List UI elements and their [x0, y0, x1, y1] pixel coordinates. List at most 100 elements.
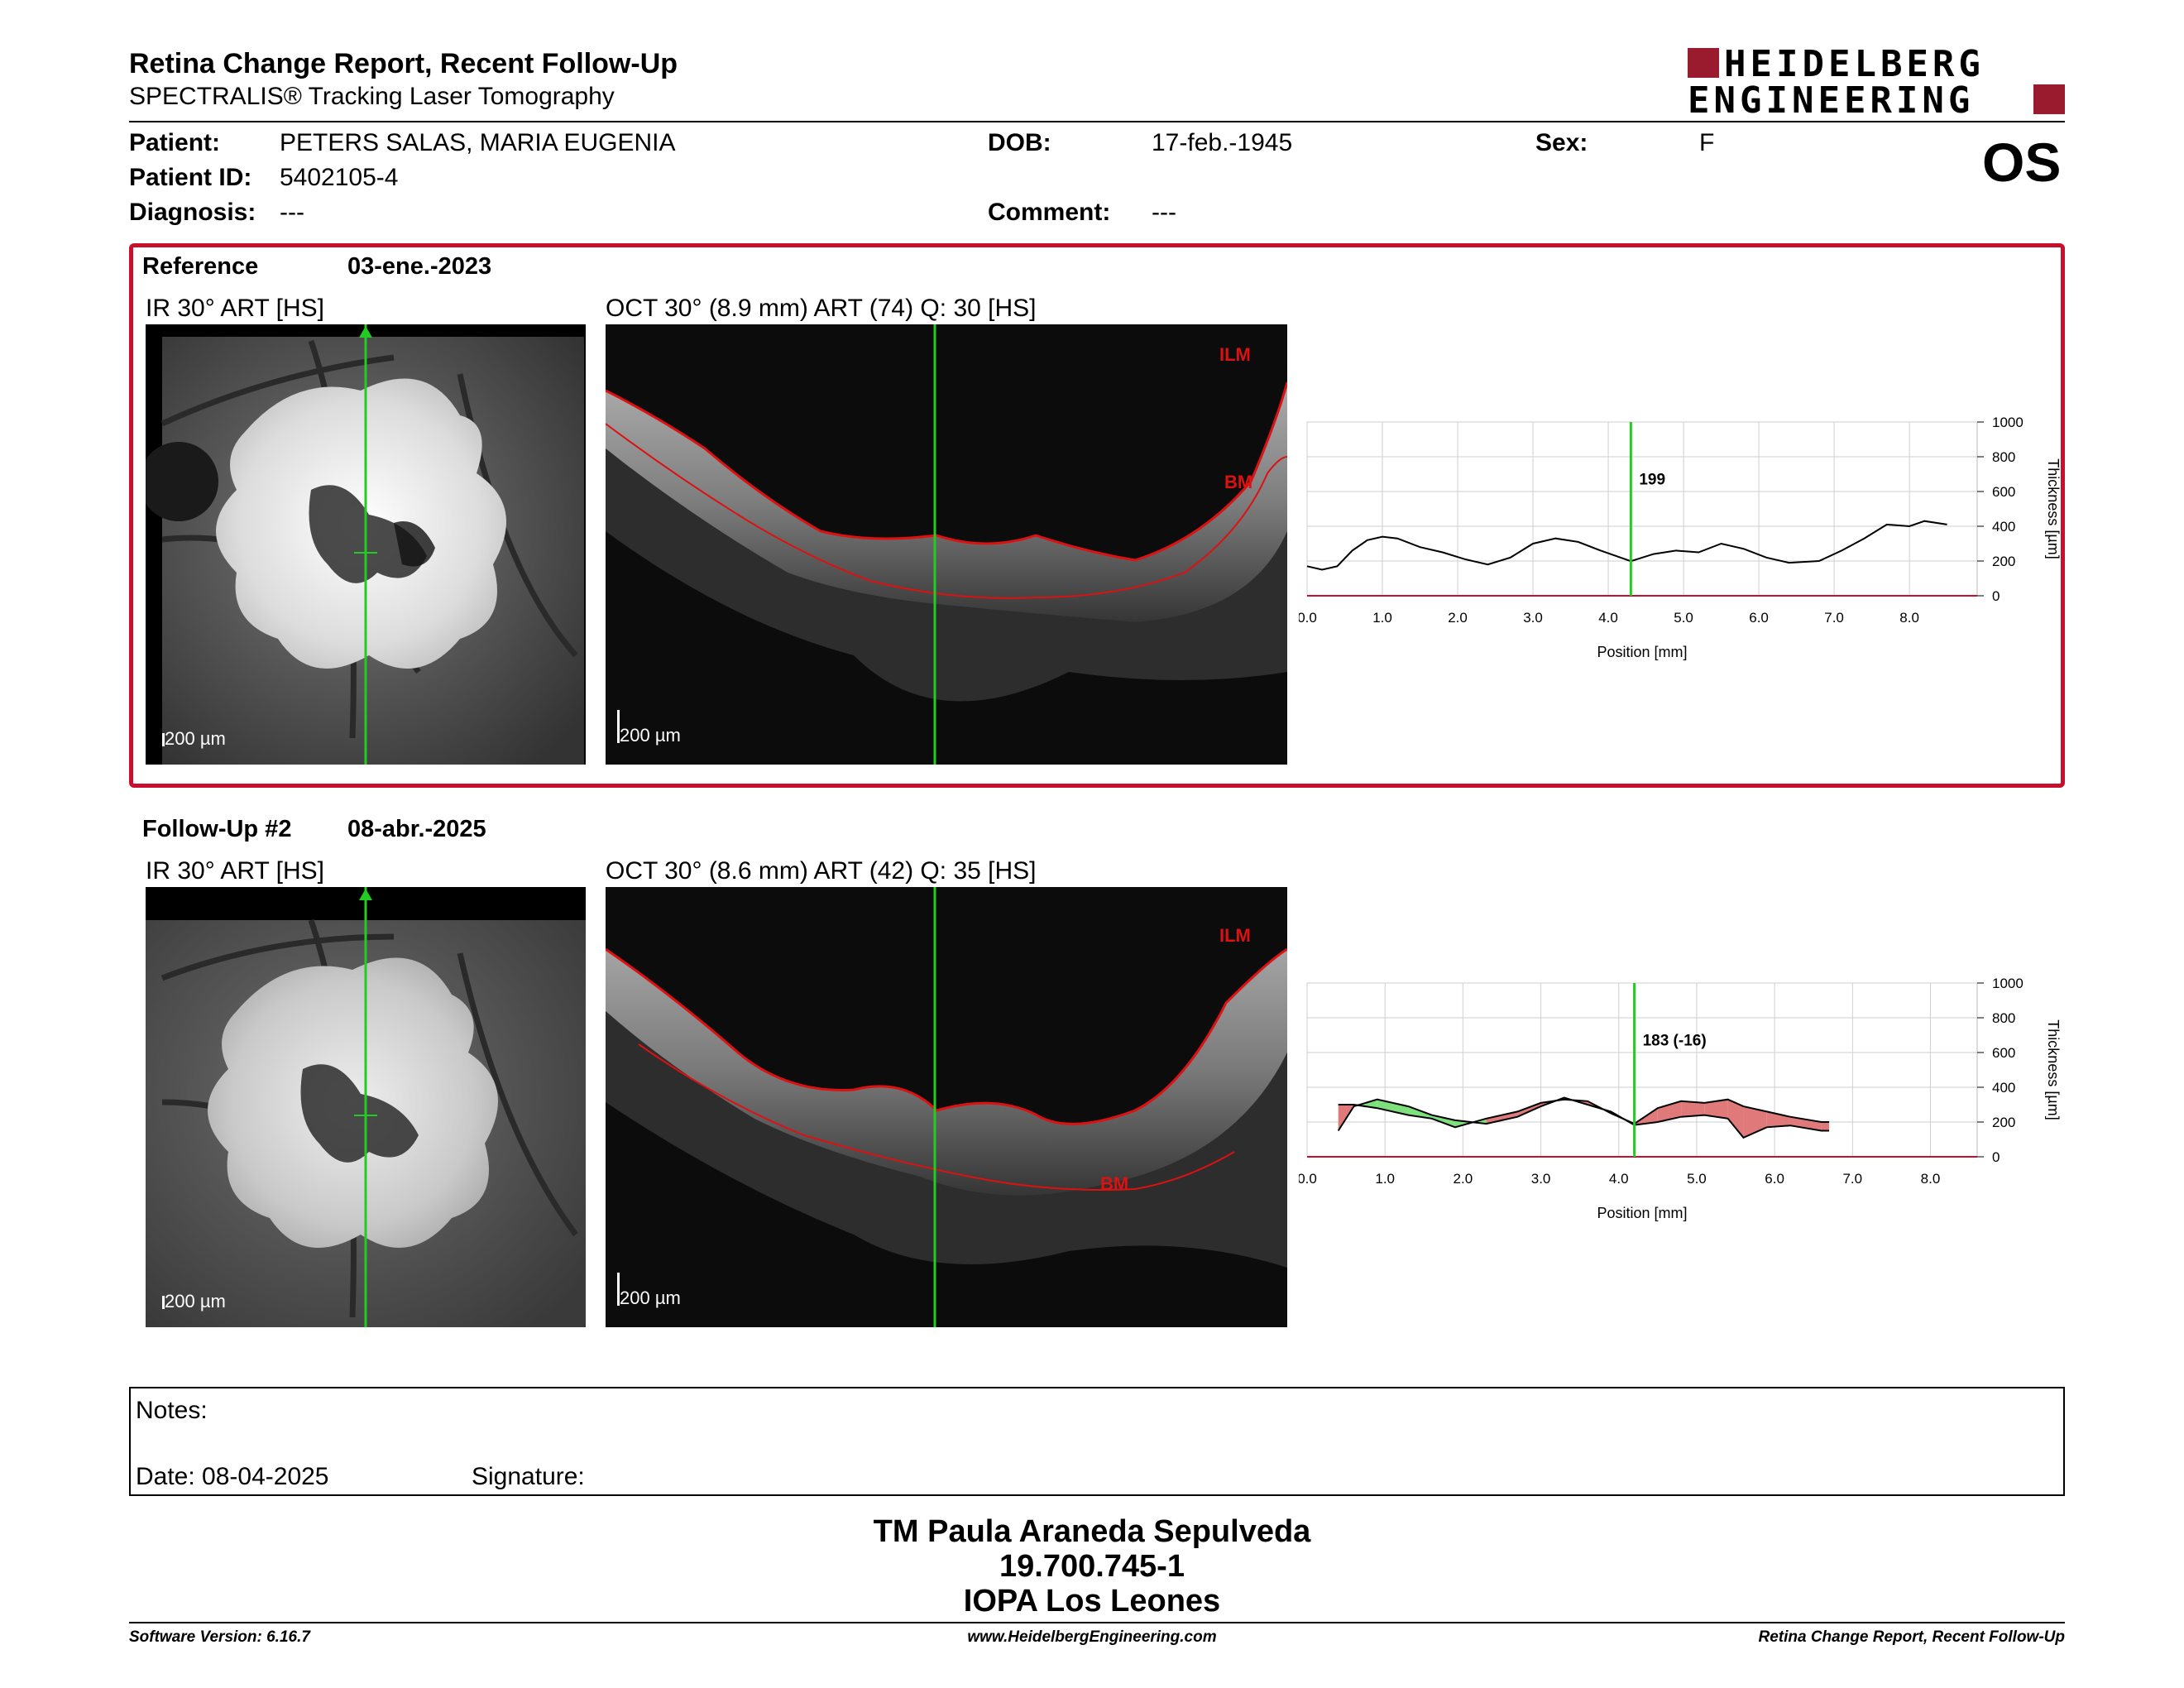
reference-oct-image[interactable]: ILM BM 200 µm	[606, 324, 1287, 765]
footer-website[interactable]: www.HeidelbergEngineering.com	[967, 1628, 1217, 1646]
difference-area	[1377, 1099, 1409, 1115]
difference-area	[1704, 1099, 1728, 1119]
x-tick-label: 8.0	[1921, 1171, 1941, 1187]
diagnosis-value: ---	[280, 199, 304, 226]
patient-label: Patient:	[129, 129, 221, 156]
reference-panel	[129, 243, 2065, 788]
difference-area	[1789, 1116, 1822, 1131]
notes-box[interactable]	[129, 1387, 2065, 1496]
footer-rule	[129, 1622, 2065, 1623]
signer-org: IOPA Los Leones	[963, 1584, 1221, 1618]
y-tick-label: 1000	[1992, 976, 2024, 991]
patient-id: 5402105-4	[280, 164, 399, 191]
x-tick-label: 6.0	[1765, 1171, 1784, 1187]
x-tick-label: 7.0	[1824, 610, 1844, 626]
x-tick-label: 4.0	[1609, 1171, 1629, 1187]
x-tick-label: 0.0	[1299, 1171, 1317, 1187]
x-tick-label: 3.0	[1531, 1171, 1551, 1187]
signer-name: TM Paula Araneda Sepulveda	[873, 1514, 1311, 1549]
followup-ir-image[interactable]: 200 µm	[146, 887, 586, 1327]
reference-ir-label: IR 30° ART [HS]	[146, 295, 324, 322]
x-tick-label: 4.0	[1598, 610, 1618, 626]
marker-value: 183 (-16)	[1643, 1033, 1707, 1050]
plot-area	[1306, 982, 1978, 1158]
patient-id-label: Patient ID:	[129, 164, 252, 191]
header-rule	[129, 121, 2065, 122]
y-axis-label: Thickness [µm]	[2045, 1019, 2062, 1120]
report-title: Retina Change Report, Recent Follow-Up	[129, 48, 678, 79]
reference-label: Reference	[142, 253, 259, 280]
reference-ir-image[interactable]: 200 µm	[146, 324, 586, 765]
y-tick-label: 200	[1992, 1115, 2015, 1130]
patient-name: PETERS SALAS, MARIA EUGENIA	[280, 129, 676, 156]
x-tick-label: 2.0	[1454, 1171, 1473, 1187]
followup-thickness-chart: 0 200 400 600 800 1000 0.0 1.0 2.0 3.0 4.0 5.0 6.0 7.…	[1299, 976, 2062, 1221]
followup-date: 08-abr.-2025	[347, 816, 486, 842]
x-axis-label: Position [mm]	[1597, 644, 1687, 660]
followup-oct-label: OCT 30° (8.6 mm) ART (42) Q: 35 [HS]	[606, 857, 1037, 885]
reference-thickness-chart: 0 200 400 600 800 1000 0.0 1.0 2.0 3.0 4.0 5.0 6.0 7.…	[1299, 415, 2062, 660]
footer-report-name: Retina Change Report, Recent Follow-Up	[1758, 1628, 2065, 1646]
footer-software: Software Version: 6.16.7	[129, 1628, 310, 1646]
signature-label: Signature:	[472, 1463, 585, 1490]
y-tick-label: 800	[1992, 1010, 2015, 1026]
plot-area	[1306, 421, 1978, 597]
difference-area	[1821, 1122, 1830, 1131]
reference-oct-label: OCT 30° (8.9 mm) ART (74) Q: 30 [HS]	[606, 295, 1037, 322]
x-tick-label: 6.0	[1749, 610, 1769, 626]
dob-label: DOB:	[988, 129, 1051, 156]
followup-oct-scale: 200 µm	[617, 1273, 681, 1309]
logo-line1: HEIDELBERG	[1724, 43, 1985, 85]
y-tick-label: 1000	[1992, 415, 2024, 430]
y-tick-label: 600	[1992, 484, 2015, 500]
y-tick-label: 0	[1992, 1149, 2000, 1165]
followup-ir-label: IR 30° ART [HS]	[146, 857, 324, 885]
reference-oct-scale: 200 µm	[617, 710, 681, 746]
followup-label: Follow-Up #2	[142, 816, 292, 842]
followup-ir-scale: 200 µm	[162, 1291, 226, 1312]
followup-oct-image[interactable]: ILM BM 200 µm	[606, 887, 1287, 1327]
difference-area	[1486, 1111, 1518, 1125]
reference-bm-label: BM	[1224, 472, 1253, 492]
x-tick-label: 1.0	[1372, 610, 1392, 626]
dob-value: 17-feb.-1945	[1152, 129, 1293, 156]
comment-label: Comment:	[988, 199, 1111, 226]
x-tick-label: 1.0	[1375, 1171, 1395, 1187]
followup-bm-label: BM	[1100, 1173, 1129, 1194]
x-tick-label: 0.0	[1299, 610, 1317, 626]
diagnosis-label: Diagnosis:	[129, 199, 256, 226]
x-tick-label: 7.0	[1842, 1171, 1862, 1187]
notes-label: Notes:	[136, 1397, 208, 1424]
difference-area	[1727, 1099, 1744, 1138]
sex-label: Sex:	[1535, 129, 1588, 156]
y-tick-label: 0	[1992, 588, 2000, 604]
eye-label: OS	[1982, 132, 2062, 193]
reference-date: 03-ene.-2023	[347, 253, 492, 280]
y-tick-label: 400	[1992, 1080, 2015, 1096]
difference-area	[1681, 1101, 1705, 1117]
y-axis-label: Thickness [µm]	[2045, 458, 2062, 559]
x-axis-label: Position [mm]	[1597, 1205, 1687, 1221]
y-tick-label: 800	[1992, 449, 2015, 465]
date-label: Date: 08-04-2025	[136, 1463, 329, 1490]
difference-area	[1743, 1106, 1767, 1138]
x-tick-label: 3.0	[1523, 610, 1543, 626]
x-tick-label: 5.0	[1674, 610, 1693, 626]
followup-ilm-label: ILM	[1219, 925, 1251, 946]
comment-value: ---	[1152, 199, 1176, 226]
y-tick-label: 400	[1992, 519, 2015, 535]
thickness-line	[1306, 520, 1947, 571]
report-subtitle: SPECTRALIS® Tracking Laser Tomography	[129, 83, 615, 110]
x-tick-label: 5.0	[1687, 1171, 1707, 1187]
signer-rut: 19.700.745-1	[999, 1549, 1185, 1584]
y-tick-label: 200	[1992, 554, 2015, 569]
logo-line2: ENGINEERING	[1688, 79, 1975, 122]
marker-value: 199	[1639, 472, 1665, 489]
reference-ilm-label: ILM	[1219, 344, 1251, 365]
y-tick-label: 600	[1992, 1045, 2015, 1061]
sex-value: F	[1699, 129, 1715, 156]
reference-ir-scale: 200 µm	[162, 728, 226, 750]
x-tick-label: 8.0	[1899, 610, 1919, 626]
heidelberg-logo: HEIDELBERG ENGINEERING	[1688, 43, 2068, 122]
x-tick-label: 2.0	[1448, 610, 1468, 626]
